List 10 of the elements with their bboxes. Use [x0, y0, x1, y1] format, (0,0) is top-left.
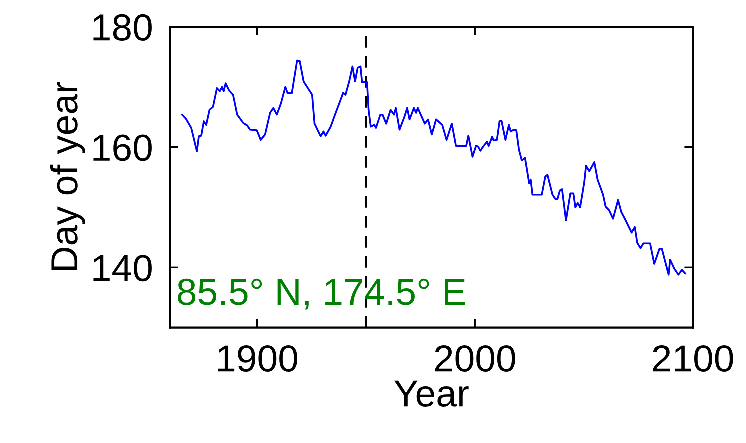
x-tick-label: 2100 [653, 345, 734, 372]
x-axis-title: Year [394, 380, 469, 407]
y-tick-label: 180 [94, 14, 152, 41]
line-series [181, 60, 686, 276]
x-tick-label: 1900 [218, 345, 298, 372]
y-tick-label: 140 [94, 255, 152, 282]
y-tick-label: 160 [94, 134, 152, 162]
x-tick-label: 2000 [435, 345, 516, 372]
y-axis-title: Day of year [50, 82, 86, 270]
annotation: 85.5° N, 174.5° E [178, 278, 466, 310]
